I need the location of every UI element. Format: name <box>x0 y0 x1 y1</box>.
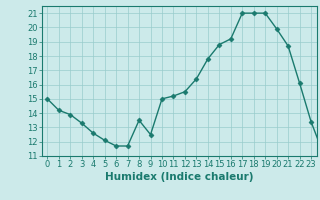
X-axis label: Humidex (Indice chaleur): Humidex (Indice chaleur) <box>105 172 253 182</box>
